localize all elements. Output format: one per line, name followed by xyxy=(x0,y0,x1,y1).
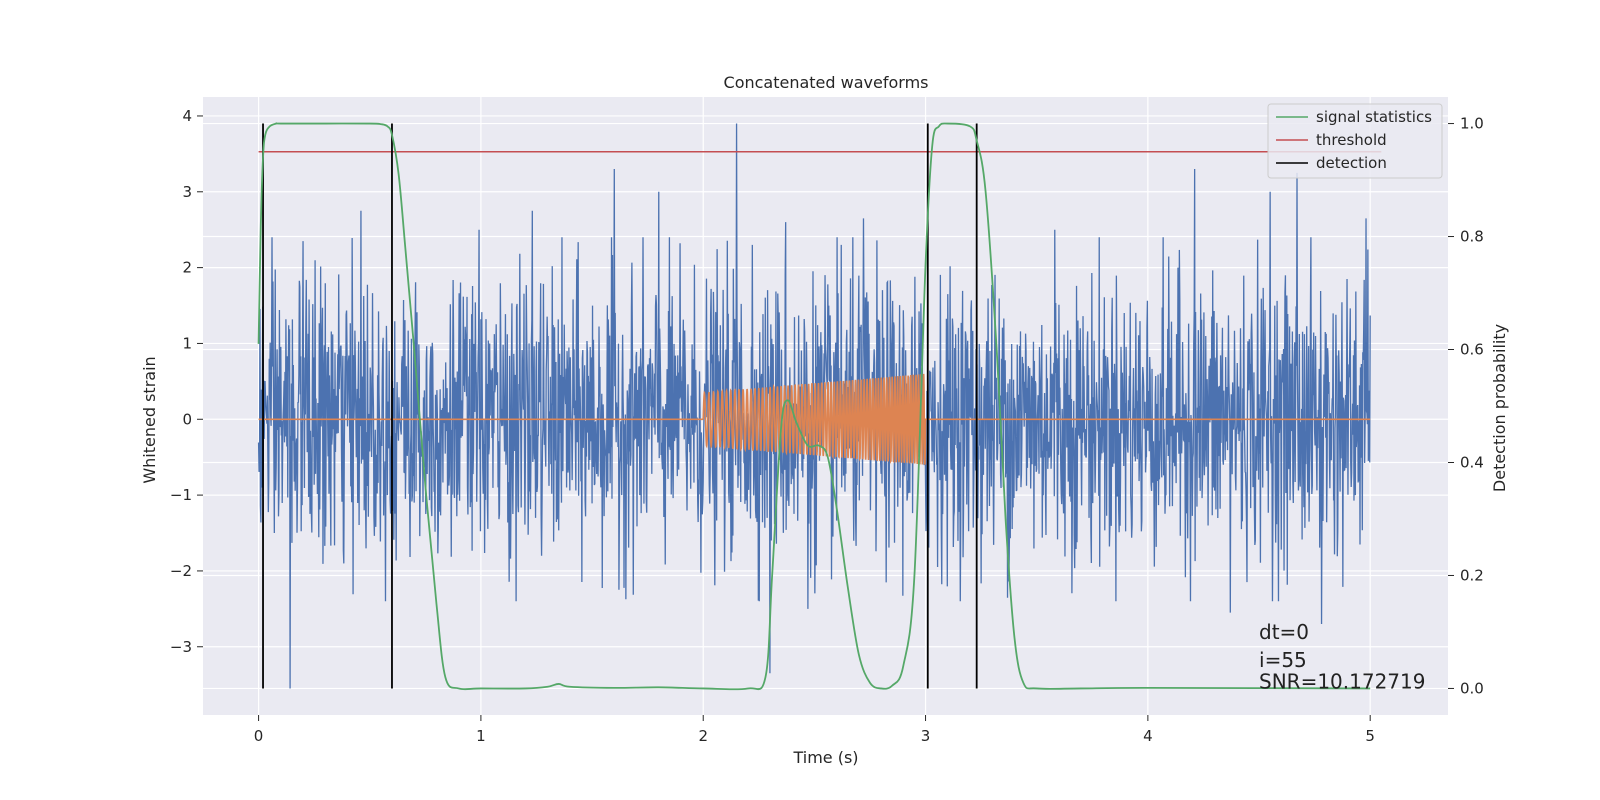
y-tick-label: 0 xyxy=(182,410,192,428)
y-tick-label: 4 xyxy=(182,107,192,125)
x-tick-label: 2 xyxy=(698,727,708,745)
x-tick-label: 3 xyxy=(921,727,931,745)
y-right-tick-label: 0.6 xyxy=(1460,341,1484,359)
y-tick-label: 1 xyxy=(182,334,192,352)
chart-title: Concatenated waveforms xyxy=(724,73,929,92)
y-axis-label-right: Detection probability xyxy=(1490,324,1509,492)
y-right-tick-label: 0.4 xyxy=(1460,453,1484,471)
x-tick-label: 0 xyxy=(254,727,264,745)
y-tick-label: 2 xyxy=(182,259,192,277)
series-whitened-strain xyxy=(257,123,1371,689)
x-tick-label: 4 xyxy=(1143,727,1153,745)
annotation-text: SNR=10.172719 xyxy=(1259,669,1425,693)
ticks-layer: 0 1 2 3 4 5 −3 −2 −1 0 1 2 3 4 0.0 0.2 0.4 0.6 0.8 1.0 xyxy=(170,107,1484,745)
annotation-text: i=55 xyxy=(1259,648,1307,672)
y-tick-label: 3 xyxy=(182,183,192,201)
legend: signal statistics threshold detection xyxy=(1267,103,1443,179)
y-axis-label: Whitened strain xyxy=(140,356,159,483)
series-injected-waveform xyxy=(258,373,1371,465)
y-right-tick-label: 0.8 xyxy=(1460,228,1484,246)
legend-box xyxy=(1267,103,1443,179)
annotation-text: dt=0 xyxy=(1259,620,1309,644)
legend-label-threshold: threshold xyxy=(1316,131,1387,149)
y-tick-label: −2 xyxy=(170,562,192,580)
y-right-tick-label: 1.0 xyxy=(1460,115,1484,133)
x-tick-label: 1 xyxy=(476,727,486,745)
y-right-tick-label: 0.2 xyxy=(1460,566,1484,584)
series-layer xyxy=(257,122,1382,691)
y-tick-label: −3 xyxy=(170,638,192,656)
y-right-tick-label: 0.0 xyxy=(1460,679,1484,697)
legend-label-signal-statistics: signal statistics xyxy=(1316,108,1432,126)
legend-label-detection: detection xyxy=(1316,154,1387,172)
series-signal-statistics xyxy=(257,122,1371,691)
y-tick-label: −1 xyxy=(170,486,192,504)
x-axis-label: Time (s) xyxy=(792,748,858,767)
x-tick-label: 5 xyxy=(1365,727,1375,745)
